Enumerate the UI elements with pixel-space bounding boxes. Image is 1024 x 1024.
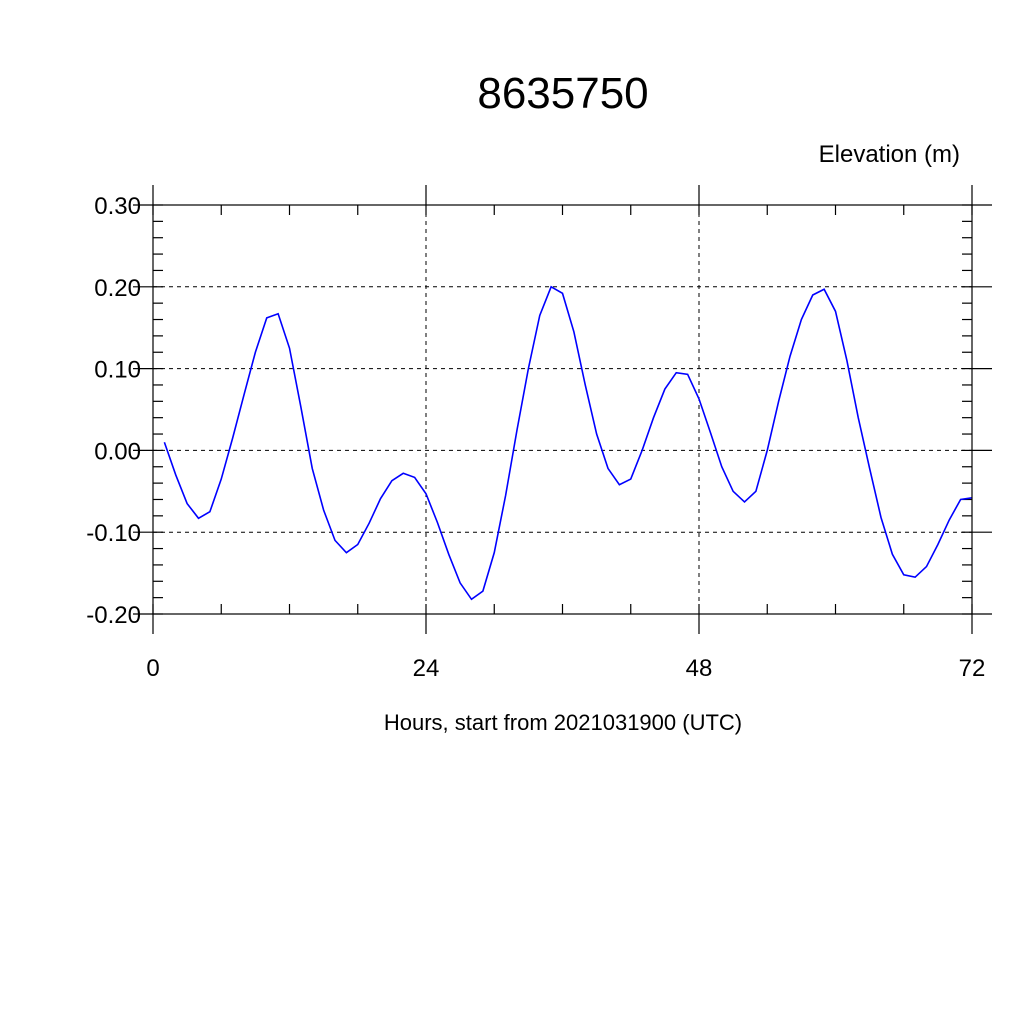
y-tick-label: 0.30 bbox=[94, 193, 141, 220]
series-layer bbox=[163, 285, 973, 601]
x-tick-label: 0 bbox=[146, 655, 159, 682]
y-tick-label: 0.00 bbox=[94, 438, 141, 465]
y-axis-label: Elevation (m) bbox=[819, 141, 960, 168]
x-tick-label: 48 bbox=[686, 655, 713, 682]
y-tick-label: -0.10 bbox=[86, 520, 141, 547]
tick-layer bbox=[133, 185, 992, 634]
y-tick-label: 0.10 bbox=[94, 357, 141, 384]
plot-frame bbox=[152, 204, 973, 615]
y-tick-label: 0.20 bbox=[94, 275, 141, 302]
x-axis-label: Hours, start from 2021031900 (UTC) bbox=[384, 710, 742, 735]
tick-label-layer: -0.20 -0.10 0.00 0.10 0.20 0.30 0 24 48 72 bbox=[86, 193, 985, 682]
x-tick-label: 24 bbox=[413, 655, 440, 682]
series-line bbox=[163, 285, 973, 601]
y-tick-label: -0.20 bbox=[86, 602, 141, 629]
chart-title: 8635750 bbox=[477, 69, 648, 118]
grid-layer bbox=[153, 205, 972, 614]
x-tick-label: 72 bbox=[959, 655, 986, 682]
